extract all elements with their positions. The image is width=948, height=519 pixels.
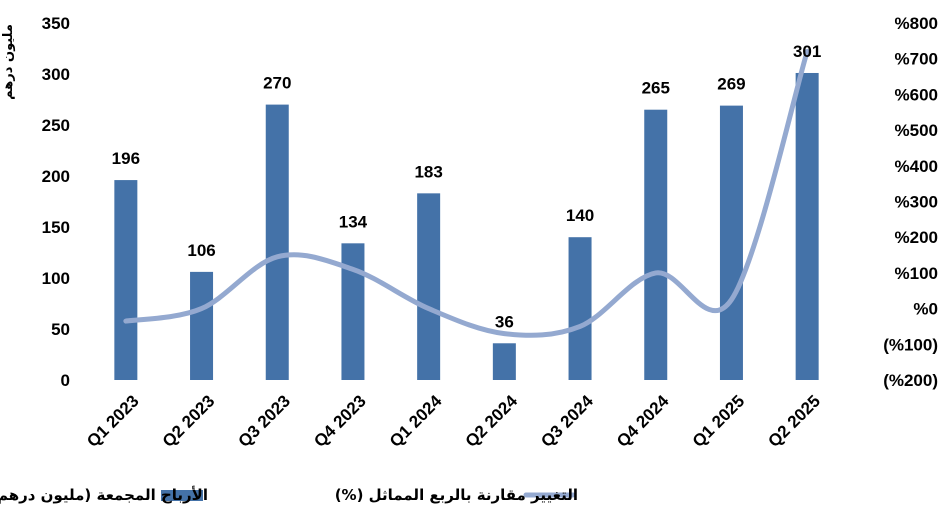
line-series <box>123 49 810 338</box>
x-axis-tick-label: Q2 2023 <box>159 391 219 451</box>
legend: الأرباح المجمعة (مليون درهم) التغيير مقا… <box>0 486 578 504</box>
bar <box>492 343 516 380</box>
bar-data-label: 134 <box>339 212 368 231</box>
bar <box>568 237 592 380</box>
bar-data-label: 106 <box>187 241 215 260</box>
right-axis-tick-label: %400 <box>895 157 938 176</box>
right-axis-tick-label: (%100) <box>883 335 938 354</box>
x-axis-tick-label: Q2 2024 <box>462 391 522 451</box>
bar-data-label: 183 <box>414 162 442 181</box>
bar <box>341 243 365 380</box>
left-axis-label: مليون درهم <box>1 24 16 100</box>
legend-line-label: التغيير مقارنة بالربع المماثل (%) <box>335 486 578 504</box>
bar-series <box>114 72 819 381</box>
right-axis-ticks: %800 %700 %600 %500 %400 %300 %200 %100 %0 (%100)… <box>883 14 938 390</box>
right-axis-tick-label: (%200) <box>883 371 938 390</box>
left-axis-ticks: 0 50 100 150 200 250 300 350 <box>42 14 70 390</box>
left-axis-tick-label: 350 <box>42 14 70 33</box>
yoy-change-line <box>123 49 810 338</box>
bar <box>114 180 138 380</box>
x-axis-tick-label: Q4 2024 <box>613 391 673 451</box>
right-axis-tick-label: %300 <box>895 193 938 212</box>
right-axis-tick-label: %500 <box>895 121 938 140</box>
bar <box>719 105 743 381</box>
left-axis-tick-label: 50 <box>51 320 70 339</box>
bar <box>417 193 441 380</box>
bar <box>795 72 819 380</box>
x-axis-tick-label: Q1 2023 <box>83 391 143 451</box>
left-axis-tick-label: 150 <box>42 218 70 237</box>
bar-data-label: 196 <box>112 149 140 168</box>
left-axis-tick-label: 0 <box>61 371 70 390</box>
x-axis-tick-label: Q3 2023 <box>235 391 295 451</box>
right-axis-tick-label: %700 <box>895 50 938 69</box>
right-axis-tick-label: %200 <box>895 228 938 247</box>
bar-data-labels: 196 106 270 134 183 36 140 265 269 301 <box>112 42 822 331</box>
x-axis-tick-label: Q3 2024 <box>537 391 597 451</box>
right-axis-tick-label: %600 <box>895 85 938 104</box>
bar-data-label: 36 <box>495 312 514 331</box>
left-axis-tick-label: 200 <box>42 167 70 186</box>
x-axis-tick-label: Q2 2025 <box>764 391 824 451</box>
right-axis-tick-label: %100 <box>895 264 938 283</box>
left-axis-tick-label: 300 <box>42 65 70 84</box>
bar-data-label: 270 <box>263 74 291 93</box>
bar-data-label: 140 <box>566 206 594 225</box>
right-axis-tick-label: %0 <box>913 300 938 319</box>
legend-bar-label: الأرباح المجمعة (مليون درهم) <box>0 486 208 504</box>
bar <box>265 104 289 380</box>
bar-data-label: 269 <box>717 75 745 94</box>
right-axis-tick-label: %800 <box>895 14 938 33</box>
left-axis-tick-label: 100 <box>42 269 70 288</box>
left-axis-tick-label: 250 <box>42 116 70 135</box>
legend-bar-swatch <box>161 490 203 501</box>
bar-data-label: 265 <box>642 79 670 98</box>
bar <box>644 109 668 380</box>
bar <box>190 271 214 380</box>
x-axis-tick-label: Q1 2024 <box>386 391 446 451</box>
x-axis-tick-label: Q4 2023 <box>310 391 370 451</box>
x-axis-tick-label: Q1 2025 <box>689 391 749 451</box>
x-axis-labels: Q1 2023 Q2 2023 Q3 2023 Q4 2023 Q1 2024 Q2 20… <box>83 391 824 451</box>
bar-data-label: 301 <box>793 42 821 61</box>
